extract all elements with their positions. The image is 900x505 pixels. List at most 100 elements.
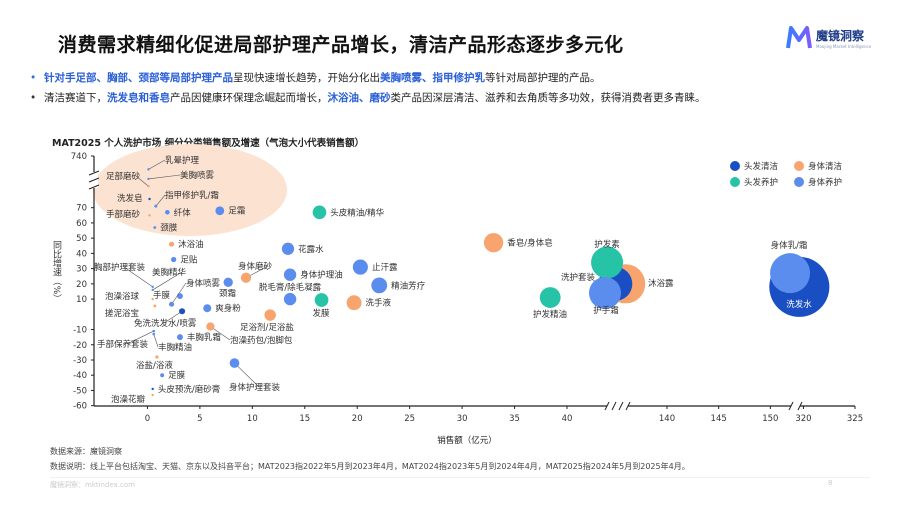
bubble-label: 沐浴油 [178, 239, 204, 250]
y-tick-label: 10 [76, 295, 87, 305]
bubble-label: 爽身粉 [215, 303, 241, 314]
bubble-35 [314, 293, 329, 307]
bubble-31 [312, 205, 327, 220]
x-tick-label: 145 [711, 414, 727, 424]
y-tick-label: 20 [76, 280, 87, 290]
bubble-label: 止汗露 [372, 262, 398, 273]
bubble-37 [371, 277, 388, 294]
x-tick-label: 10 [247, 414, 258, 424]
bullet-text: 呈现快速增长趋势，开始分化出 [233, 72, 380, 84]
highlight-ellipse [93, 144, 287, 236]
leader-line [123, 266, 153, 288]
bubble-44 [589, 276, 621, 309]
bubble-23 [152, 329, 156, 333]
bubble-3 [148, 197, 151, 201]
bubble-13 [151, 297, 154, 301]
y-tick-label: 60 [76, 219, 87, 229]
footer-divider [50, 477, 870, 478]
highlight-text: 针对手足部、胸部、颈部等局部护理产品 [44, 72, 233, 84]
bullet-text: 产品因健康环保理念崛起而增长， [170, 92, 328, 104]
bubble-label: 丰胸精油 [158, 342, 192, 353]
bubble-38 [346, 295, 362, 311]
y-tick-label: -40 [73, 371, 87, 381]
x-axis-break-mark [625, 401, 631, 411]
chart-title: MAT2025 个人洗护市场 细分分类销售额及增速（气泡大小代表销售额） [52, 138, 365, 149]
bubble-label: 身体磨砂 [238, 261, 273, 272]
bubble-label: 精油芳疗 [391, 280, 426, 291]
bubble-29 [151, 393, 154, 397]
bubble-label: 泡澡药包/泡脚包 [230, 335, 293, 346]
highlight-text: 洗发皂和香皂 [107, 92, 170, 104]
leader-line [126, 330, 154, 345]
y-tick-label: 50 [76, 234, 87, 244]
bubble-label: 颈膜 [160, 222, 178, 233]
bubble-label: 手部磨砂 [106, 209, 141, 220]
y-tick-label: -50 [73, 386, 87, 396]
x-axis-break-mark [788, 401, 794, 411]
bubble-label: 美胸精华 [152, 267, 187, 278]
bubble-label: 足贴 [180, 254, 198, 265]
bubble-36 [352, 259, 368, 275]
bubble-label: 指甲修护乳/霜 [165, 190, 219, 201]
bubble-label: 发膜 [312, 308, 330, 319]
bubble-17 [240, 272, 252, 283]
x-tick-label: 140 [659, 414, 675, 424]
bubble-32 [281, 242, 295, 255]
bubble-label: 胸部护理套装 [94, 262, 146, 273]
bubble-22 [206, 322, 215, 331]
y-axis-label: 同比增速（%） [51, 241, 62, 304]
x-tick-label: 25 [404, 414, 415, 424]
bubble-label: 沐浴露 [648, 278, 674, 289]
bubble-6 [165, 209, 170, 215]
y-tick-label: -20 [73, 341, 87, 351]
x-tick-label: 15 [299, 414, 310, 424]
bubble-label: 搓泥浴宝 [105, 308, 139, 319]
y-tick-label: 740 [71, 152, 87, 162]
bubble-21 [264, 309, 276, 321]
bubble-label: 身体护理套装 [229, 382, 281, 393]
bubble-label: 足部磨砂 [106, 171, 141, 182]
bubble-label: 护发素 [594, 239, 620, 250]
leader-line [148, 174, 181, 180]
bubble-label: 手部保养套装 [97, 339, 149, 350]
legend-label: 头发清洁 [744, 161, 779, 172]
x-tick-label: 30 [457, 414, 468, 424]
leader-line [234, 362, 260, 388]
y-tick-label: 70 [76, 204, 87, 214]
bubble-28 [151, 387, 154, 391]
y-tick-label: -60 [73, 402, 87, 412]
bubble-12 [151, 288, 154, 292]
bubble-20 [179, 308, 186, 315]
x-axis-break [791, 402, 800, 410]
bullet-icon: • [30, 72, 37, 84]
bullet-item: • 针对手足部、胸部、颈部等局部护理产品呈现快速增长趋势，开始分化出美胸喷雾、指甲… [30, 68, 706, 88]
bubble-11 [151, 285, 154, 289]
bubble-label: 免洗洗发水/喷雾 [134, 318, 197, 329]
bubble-label: 丰胸乳霜 [187, 332, 221, 343]
leader-line [153, 334, 159, 348]
legend-label: 身体清洁 [808, 161, 843, 172]
bubble-2 [147, 177, 150, 181]
bubble-label: 足霜 [228, 207, 245, 217]
y-axis-break-mark [88, 184, 100, 190]
x-axis-label: 销售额（亿元） [437, 435, 497, 446]
legend-swatch-3 [794, 177, 804, 187]
bubble-25 [152, 332, 156, 336]
bullet-list: • 针对手足部、胸部、颈部等局部护理产品呈现快速增长趋势，开始分化出美胸喷雾、指甲… [30, 68, 706, 108]
x-tick-label: 150 [762, 414, 778, 424]
leader-line [148, 159, 166, 170]
leader-line [163, 311, 183, 324]
bubble-9 [169, 241, 175, 247]
bullet-text: 等针对局部护理的产品。 [485, 72, 601, 84]
leader-line [152, 271, 183, 291]
bubble-label: 香皂/身体皂 [507, 238, 552, 249]
bubble-19 [153, 304, 157, 308]
bullet-text: 清洁赛道下， [44, 92, 107, 104]
leader-line [135, 175, 149, 187]
x-tick-label: 20 [352, 414, 363, 424]
legend-swatch-1 [794, 161, 804, 171]
legend-label: 头发养护 [744, 177, 778, 188]
logo-name: 魔镜洞察 [816, 29, 865, 43]
